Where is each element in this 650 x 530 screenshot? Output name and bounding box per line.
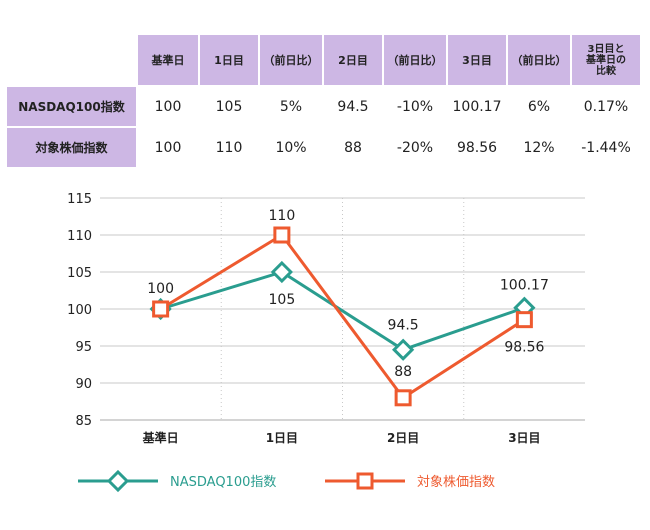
table-cell: -20%: [384, 128, 446, 167]
data-label: 105: [269, 292, 296, 308]
table-cell: 0.17%: [572, 87, 640, 126]
x-tick-label: 基準日: [142, 430, 179, 445]
table-cell: 5%: [260, 87, 322, 126]
table-row-nasdaq: NASDAQ100指数 100 105 5% 94.5 -10% 100.17 …: [7, 87, 640, 126]
series-1-point: [515, 311, 533, 329]
header-day1-change: （前日比）: [260, 35, 322, 85]
legend-marker-0: [106, 469, 130, 493]
table-cell: -1.44%: [572, 128, 640, 167]
table-cell: 110: [200, 128, 258, 167]
data-label: 94.5: [388, 318, 419, 334]
series-1-point: [152, 300, 170, 318]
data-table: 基準日 1日目 （前日比） 2日目 （前日比） 3日目 （前日比） 3日目と 基…: [5, 33, 642, 169]
header-day2-change: （前日比）: [384, 35, 446, 85]
table-cell: 94.5: [324, 87, 382, 126]
header-day2: 2日目: [324, 35, 382, 85]
table-cell: 6%: [508, 87, 570, 126]
legend-label-1: 対象株価指数: [417, 475, 495, 490]
y-tick-label: 100: [67, 303, 92, 318]
header-day3-vs-base-line2: 基準日の: [586, 54, 626, 66]
table-cell: 100.17: [448, 87, 506, 126]
series-1-point: [394, 389, 412, 407]
data-label: 88: [394, 364, 412, 380]
table-cell: 105: [200, 87, 258, 126]
series-0-point: [392, 338, 415, 361]
table-cell: 100: [138, 87, 198, 126]
y-tick-label: 90: [75, 377, 92, 392]
table-cell: -10%: [384, 87, 446, 126]
header-day3-vs-base: 3日目と 基準日の 比較: [572, 35, 640, 85]
series-0-point: [270, 260, 293, 284]
x-tick-label: 1日目: [266, 431, 298, 445]
legend-label-0: NASDAQ100指数: [170, 475, 276, 490]
row-label-target: 対象株価指数: [7, 128, 136, 167]
series-line-0: [160, 270, 525, 352]
header-day1: 1日目: [200, 35, 258, 85]
y-tick-label: 85: [75, 414, 92, 429]
data-label: 100.17: [500, 278, 549, 294]
y-tick-label: 95: [75, 340, 92, 355]
table-corner-cell: [7, 35, 136, 85]
x-tick-label: 3日目: [508, 431, 540, 445]
header-day3-vs-base-line3: 比較: [596, 65, 616, 77]
header-day3: 3日目: [448, 35, 506, 85]
table-cell: 98.56: [448, 128, 506, 167]
y-tick-label: 110: [67, 229, 92, 244]
table-row-target: 対象株価指数 100 110 10% 88 -20% 98.56 12% -1.…: [7, 128, 640, 167]
data-label: 110: [269, 208, 296, 224]
legend-marker-1: [356, 472, 374, 490]
row-label-nasdaq: NASDAQ100指数: [7, 87, 136, 126]
table-cell: 10%: [260, 128, 322, 167]
table-cell: 88: [324, 128, 382, 167]
header-day3-change: （前日比）: [508, 35, 570, 85]
header-base-day: 基準日: [138, 35, 198, 85]
series-1-point: [273, 226, 291, 244]
y-tick-label: 105: [67, 266, 92, 281]
table-cell: 12%: [508, 128, 570, 167]
y-tick-label: 115: [67, 192, 92, 207]
table-header-row: 基準日 1日目 （前日比） 2日目 （前日比） 3日目 （前日比） 3日目と 基…: [7, 35, 640, 85]
data-label: 100: [147, 281, 174, 297]
x-tick-label: 2日目: [387, 431, 419, 445]
header-day3-vs-base-line1: 3日目と: [587, 43, 625, 55]
series-line-1: [159, 233, 526, 400]
table-cell: 100: [138, 128, 198, 167]
data-label: 98.56: [504, 340, 544, 356]
